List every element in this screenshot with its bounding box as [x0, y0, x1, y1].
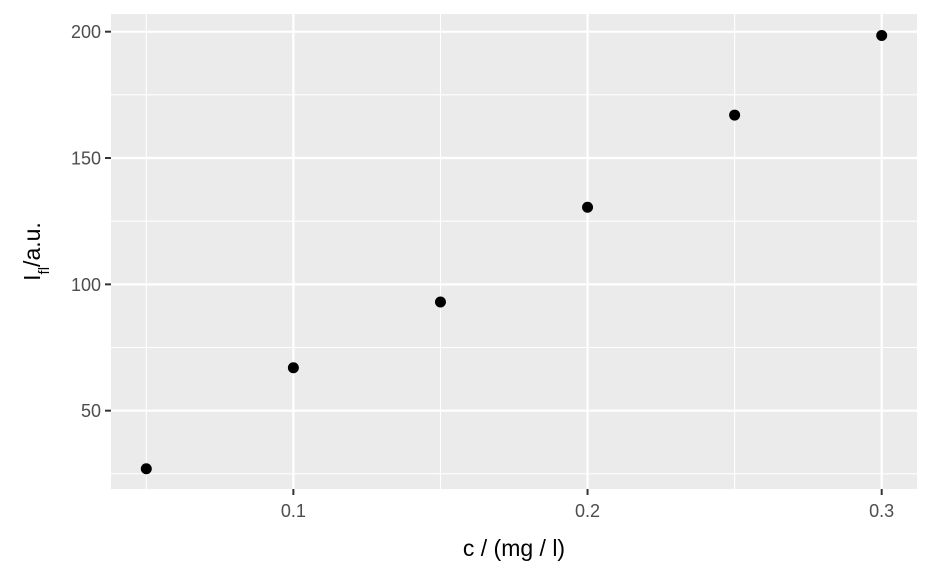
major-gridlines [111, 14, 917, 489]
y-tick-label: 200 [71, 22, 101, 42]
minor-gridlines [111, 14, 917, 489]
data-point [434, 296, 446, 308]
x-tick-label: 0.3 [869, 501, 894, 521]
data-point [287, 362, 299, 374]
data-points [140, 29, 888, 475]
y-axis-title: Ifl/a.u. [19, 222, 53, 281]
x-axis-title: c / (mg / l) [463, 535, 565, 561]
x-tick-label: 0.1 [281, 501, 306, 521]
data-point [876, 29, 888, 41]
x-tick-label: 0.2 [575, 501, 600, 521]
data-point [582, 201, 594, 213]
data-point [140, 463, 152, 475]
y-axis-title-main: I [19, 274, 45, 280]
x-axis: 0.1 0.2 0.3 [281, 489, 894, 521]
data-point [729, 109, 741, 121]
plot-panel [111, 14, 917, 489]
y-tick-label: 150 [71, 149, 101, 169]
y-axis: 50 100 150 200 [71, 22, 111, 421]
y-tick-label: 100 [71, 275, 101, 295]
y-axis-title-suffix: /a.u. [19, 222, 45, 267]
y-axis-title-subscript: fl [36, 267, 53, 275]
y-tick-label: 50 [81, 401, 101, 421]
